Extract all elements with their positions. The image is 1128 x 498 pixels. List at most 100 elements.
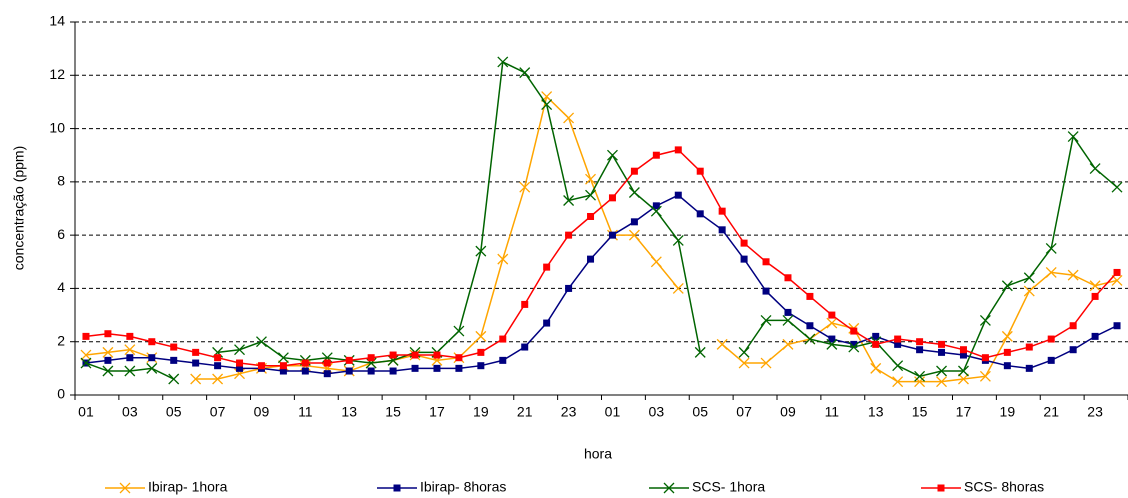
marker (630, 167, 638, 175)
marker (762, 287, 770, 295)
marker (652, 151, 660, 159)
marker (565, 284, 573, 292)
marker (914, 376, 926, 388)
marker (894, 335, 902, 343)
y-axis-label: concentração (ppm) (11, 146, 27, 271)
marker (323, 359, 331, 367)
marker (848, 341, 860, 353)
marker (1023, 285, 1035, 297)
marker (519, 67, 531, 79)
marker (585, 189, 596, 201)
marker (256, 336, 267, 348)
x-tick-label: 17 (956, 404, 972, 420)
legend-label: SCS- 8horas (964, 479, 1044, 495)
marker (607, 149, 618, 161)
marker (936, 376, 947, 388)
x-tick-label: 15 (912, 404, 928, 420)
y-tick-label: 10 (49, 119, 65, 135)
marker (1003, 362, 1011, 370)
marker (762, 258, 770, 266)
y-tick-label: 6 (57, 226, 65, 242)
marker (652, 202, 660, 210)
marker (672, 282, 684, 294)
marker (499, 335, 507, 343)
x-tick-label: 19 (1000, 404, 1016, 420)
marker (958, 365, 969, 377)
marker (475, 245, 487, 257)
marker (104, 330, 112, 338)
x-tick-label: 01 (78, 404, 94, 420)
marker (1023, 272, 1035, 284)
marker (716, 338, 728, 350)
marker (541, 99, 553, 111)
marker (345, 356, 353, 364)
marker (1069, 346, 1077, 354)
marker (650, 256, 662, 268)
marker (1047, 356, 1055, 364)
marker (696, 167, 704, 175)
marker (826, 317, 838, 329)
marker (738, 346, 750, 358)
marker (738, 357, 750, 369)
legend-label: Ibirap- 1hora (148, 479, 228, 495)
x-tick-label: 01 (605, 404, 621, 420)
marker (663, 482, 675, 494)
marker (760, 357, 772, 369)
marker (937, 484, 945, 492)
marker (628, 187, 640, 198)
marker (959, 351, 967, 359)
marker (257, 362, 265, 370)
marker (696, 210, 704, 218)
marker (1069, 322, 1077, 330)
marker (345, 367, 353, 375)
marker (170, 356, 178, 364)
marker (192, 348, 200, 356)
marker (367, 354, 375, 362)
marker (1111, 181, 1123, 193)
series-line (85, 60, 1118, 380)
marker (1025, 364, 1033, 372)
marker (806, 322, 814, 330)
marker (718, 226, 726, 234)
marker (477, 362, 485, 370)
marker (828, 335, 836, 343)
x-tick-label: 07 (210, 404, 226, 420)
marker (1089, 163, 1101, 174)
marker (1091, 332, 1099, 340)
marker (170, 343, 178, 351)
marker (892, 360, 904, 372)
marker (279, 362, 287, 370)
marker (672, 235, 684, 246)
marker (1045, 266, 1057, 278)
marker (1045, 243, 1057, 254)
marker (828, 311, 836, 319)
marker (850, 327, 858, 335)
marker (389, 351, 397, 359)
marker (499, 356, 507, 364)
marker (563, 112, 575, 124)
marker (872, 332, 880, 340)
marker (979, 314, 991, 326)
x-tick-label: 21 (517, 404, 533, 420)
x-tick-label: 05 (166, 404, 182, 420)
marker (146, 362, 158, 374)
marker (104, 356, 112, 364)
marker (782, 314, 794, 326)
marker (587, 255, 595, 263)
marker (519, 181, 531, 193)
marker (119, 482, 131, 494)
marker (1001, 280, 1013, 292)
marker (694, 346, 706, 358)
marker (585, 173, 596, 185)
marker (236, 359, 244, 367)
marker (718, 207, 726, 215)
marker (126, 354, 134, 362)
marker (650, 205, 662, 217)
marker (148, 354, 156, 362)
x-tick-label: 09 (254, 404, 270, 420)
marker (190, 373, 202, 385)
y-tick-label: 14 (49, 13, 65, 29)
marker (102, 365, 114, 377)
x-tick-label: 09 (780, 404, 796, 420)
